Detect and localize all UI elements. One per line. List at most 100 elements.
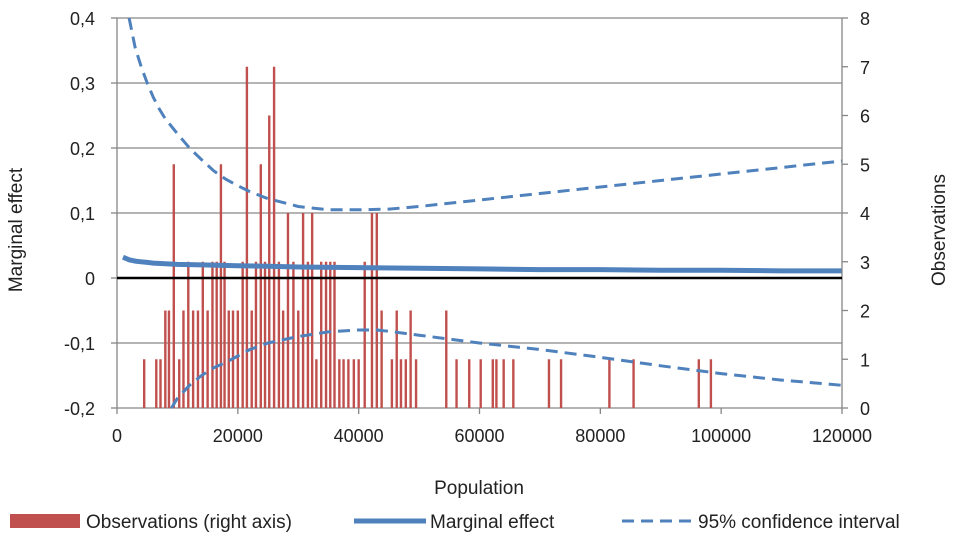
observation-bar xyxy=(187,261,190,408)
observation-bar xyxy=(281,310,285,408)
observation-bar xyxy=(215,261,218,408)
observation-bar xyxy=(245,66,249,408)
observation-bar xyxy=(468,359,471,408)
legend-label-marginal-effect: Marginal effect xyxy=(430,512,555,533)
observation-bar xyxy=(375,213,378,408)
observation-bar xyxy=(404,359,407,408)
observation-bar xyxy=(491,359,494,408)
observation-bar xyxy=(363,261,366,408)
observation-bar xyxy=(277,261,281,408)
observation-bar xyxy=(697,359,701,408)
y-tick-label: -0,1 xyxy=(64,334,95,354)
observation-bar xyxy=(206,310,209,408)
x-tick-label: 20000 xyxy=(213,426,263,446)
confidence-interval-lower-line xyxy=(170,328,843,409)
observation-bar xyxy=(347,359,350,408)
y2-tick-label: 1 xyxy=(860,350,870,370)
x-tick-label: 120000 xyxy=(812,426,872,446)
legend-label-confidence-interval: 95% confidence interval xyxy=(698,512,900,533)
y2-axis-title: Observations xyxy=(929,174,950,286)
observation-bar xyxy=(201,261,204,408)
marginal-effect-line xyxy=(122,254,842,274)
observation-bar xyxy=(357,359,360,408)
observation-bar xyxy=(495,359,498,408)
observation-bar xyxy=(268,115,271,408)
observation-bar xyxy=(324,261,328,408)
y-tick-label: 0,4 xyxy=(70,9,95,29)
y-tick-label: -0,2 xyxy=(64,399,95,419)
y2-tick-label: 2 xyxy=(860,302,870,322)
observation-bar xyxy=(512,359,515,408)
observation-bar xyxy=(409,310,412,408)
observation-bar xyxy=(182,310,185,408)
observation-bar xyxy=(352,359,356,408)
observation-bar xyxy=(315,359,318,408)
x-tick-label: 0 xyxy=(112,426,122,446)
y2-tick-label: 8 xyxy=(860,9,870,29)
legend-swatch-observations xyxy=(10,514,80,528)
observation-bar xyxy=(455,359,458,408)
observation-bar xyxy=(172,164,175,408)
observation-bar xyxy=(414,359,418,408)
observation-bar xyxy=(178,359,181,408)
observation-bar xyxy=(259,164,262,408)
x-axis-title: Population xyxy=(434,478,524,499)
observation-bar xyxy=(219,164,223,408)
observation-bar xyxy=(559,359,563,408)
observation-bar xyxy=(380,310,383,408)
observation-bar xyxy=(142,359,146,408)
axes: 0 20000 40000 60000 80000 100000 120000 -0,2 -0,… xyxy=(64,9,872,446)
observation-bar xyxy=(263,261,267,408)
legend: Observations (right axis) Marginal effec… xyxy=(10,512,900,533)
observation-bar xyxy=(370,213,374,408)
observation-bar xyxy=(155,359,158,408)
observation-bar xyxy=(310,213,314,408)
observation-bar xyxy=(709,359,713,408)
observation-bars xyxy=(142,66,713,408)
observation-bar xyxy=(159,359,162,408)
observation-bar xyxy=(292,261,295,408)
observation-bar xyxy=(254,261,258,408)
observation-bar xyxy=(479,359,482,408)
y-tick-label: 0,2 xyxy=(70,139,95,159)
observation-bar xyxy=(211,261,214,408)
x-tick-label: 100000 xyxy=(691,426,751,446)
x-tick-label: 60000 xyxy=(454,426,504,446)
observation-bar xyxy=(547,359,551,408)
observation-bar xyxy=(399,359,403,408)
observation-bar xyxy=(608,359,611,408)
series-lines xyxy=(122,17,843,409)
y2-tick-label: 4 xyxy=(860,204,870,224)
observation-bar xyxy=(445,310,448,408)
y2-tick-label: 0 xyxy=(860,399,870,419)
observation-bar xyxy=(395,310,398,408)
observation-bar xyxy=(632,359,635,408)
observation-bar xyxy=(338,359,341,408)
observation-bar xyxy=(301,213,305,408)
observation-bar xyxy=(333,261,336,408)
observation-bar xyxy=(320,261,323,408)
observation-bar xyxy=(329,261,332,408)
observation-bar xyxy=(502,359,505,408)
y2-tick-label: 6 xyxy=(860,107,870,127)
y-tick-label: 0 xyxy=(85,269,95,289)
x-tick-label: 80000 xyxy=(575,426,625,446)
y2-tick-label: 7 xyxy=(860,58,870,78)
observation-bar xyxy=(236,310,240,408)
observation-bar xyxy=(241,261,244,408)
x-tick-label: 40000 xyxy=(334,426,384,446)
y-tick-label: 0,3 xyxy=(70,74,95,94)
observation-bar xyxy=(164,310,167,408)
legend-label-observations: Observations (right axis) xyxy=(86,512,292,533)
observation-bar xyxy=(167,310,171,408)
grid-lines xyxy=(117,17,842,409)
observation-bar xyxy=(223,261,226,408)
confidence-interval-upper-line xyxy=(127,17,843,212)
observation-bar xyxy=(196,310,200,408)
observation-bar xyxy=(342,359,345,408)
observation-bar xyxy=(286,213,290,408)
y-tick-label: 0,1 xyxy=(70,204,95,224)
observation-bar xyxy=(390,359,394,408)
